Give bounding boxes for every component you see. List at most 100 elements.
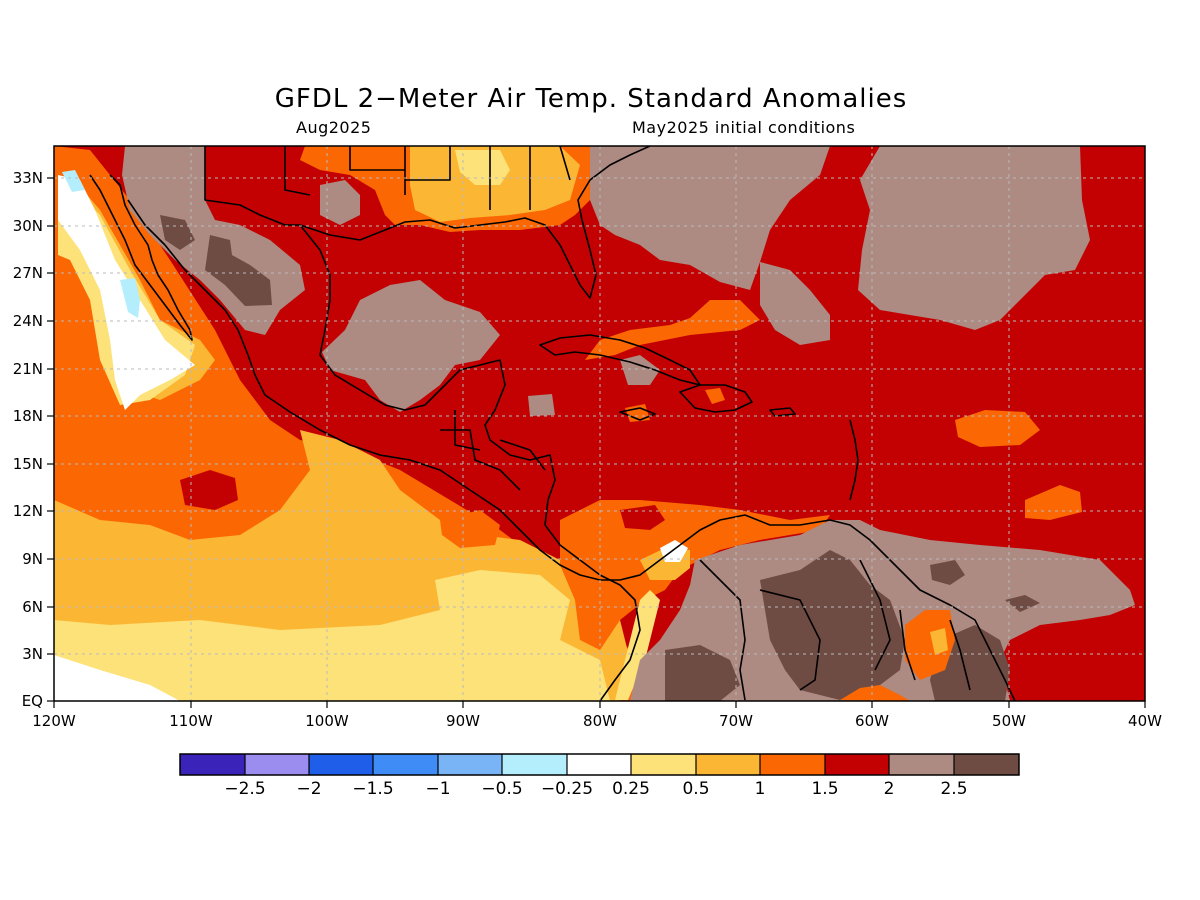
x-tick-label: 50W [992, 712, 1026, 730]
baja-coastline [89, 174, 193, 341]
caribbean-orange-patch [585, 300, 760, 360]
colorbar-frame [179, 753, 1020, 776]
colorbar-label: 0.25 [612, 779, 650, 799]
colombia-pacific-yellow-strip [615, 590, 660, 700]
colorbar-label: 0.5 [682, 779, 709, 799]
colorbar-swatch [954, 754, 1019, 775]
colorbar-labels: −2.5 −2 −1.5 −1 −0.5 −0.25 0.25 0.5 1 1.… [224, 779, 967, 799]
atlantic-high-anomaly-zone-2 [858, 146, 1090, 330]
colorbar-swatch [373, 754, 438, 775]
x-tick-labels: 120W 110W 100W 90W 80W 70W 60W 50W 40W [32, 712, 1162, 730]
x-tick-label: 80W [583, 712, 617, 730]
colorbar-label: 1 [755, 779, 766, 799]
puerto-rico-coastline [769, 407, 796, 417]
colorbar-label: −0.5 [481, 779, 522, 799]
colorbar-swatch [309, 754, 373, 775]
colorbar-dividers [244, 754, 955, 775]
x-tick-label: 100W [305, 712, 349, 730]
pacific-orange-blob [440, 510, 500, 548]
south-america-coastline [544, 514, 1016, 701]
hispaniola-orange-patch [705, 388, 725, 404]
y-tick-label: 3N [22, 645, 43, 663]
gulf-high-anomaly-zone [322, 280, 500, 412]
us-gulf-coastline [299, 146, 651, 299]
colorbar-swatch [180, 754, 245, 775]
y-tick-label: 18N [13, 407, 43, 425]
colombia-coast-red-patch [620, 505, 665, 530]
lesser-antilles-coastline [849, 419, 859, 501]
y-tick-labels: EQ 3N 6N 9N 12N 15N 18N 21N 24N 27N 30N … [13, 169, 43, 710]
guianas-orange-zone [905, 610, 955, 680]
baja-slight-negative-1 [120, 278, 140, 318]
colorbar-label: −1.5 [352, 779, 393, 799]
colorbar-label: −2 [296, 779, 321, 799]
colorbar-label: 2 [884, 779, 895, 799]
x-tick-label: 120W [32, 712, 76, 730]
us-southeast-pale-yellow-zone [455, 150, 510, 185]
y-tick-label: 24N [13, 312, 43, 330]
colorbar-label: −2.5 [224, 779, 265, 799]
y-tick-label: EQ [22, 692, 43, 710]
texas-high-anomaly-zone [320, 180, 360, 225]
colorbar-swatch [245, 754, 309, 775]
axis-ticks [47, 177, 1146, 708]
central-america-borders [440, 410, 546, 491]
mexico-pacific-coastline [127, 199, 681, 581]
mexico-gulf-coastline [299, 224, 556, 526]
equatorial-near-zero-zone [54, 655, 180, 701]
anomaly-field [54, 146, 1145, 701]
mexico-very-high-anomaly-zone [160, 215, 195, 250]
jamaica-orange-patch [625, 404, 650, 422]
colorbar-label: 2.5 [940, 779, 967, 799]
atlantic-orange-patch-1 [955, 410, 1040, 447]
gridlines [54, 146, 1145, 701]
colombia-coast-near-zero-patch [660, 540, 688, 562]
pacific-pale-yellow-zone [54, 570, 610, 701]
x-tick-label: 110W [169, 712, 213, 730]
x-tick-label: 40W [1128, 712, 1162, 730]
forecast-month: Aug2025 [296, 118, 372, 137]
x-tick-label: 60W [855, 712, 889, 730]
y-tick-label: 9N [22, 550, 43, 568]
colorbar-swatch [760, 754, 825, 775]
y-tick-label: 33N [13, 169, 43, 187]
amazon-orange-strip [840, 685, 910, 701]
hispaniola-coastline [679, 384, 753, 413]
mexico-us-border [204, 146, 311, 226]
colorbar-label: 1.5 [811, 779, 838, 799]
atlantic-high-anomaly-zone-1 [590, 146, 830, 290]
mexico-very-high-anomaly-zone-2 [205, 235, 272, 306]
colorbar-swatch [567, 754, 631, 775]
colorbar-swatch [631, 754, 696, 775]
y-tick-label: 21N [13, 360, 43, 378]
y-tick-label: 30N [13, 217, 43, 235]
jamaica-coastline [619, 407, 656, 421]
colorbar-swatch [889, 754, 954, 775]
colorbar: −2.5 −2 −1.5 −1 −0.5 −0.25 0.25 0.5 1 1.… [179, 753, 1020, 799]
south-america-very-high-anomaly-zone [760, 550, 905, 700]
south-america-very-high-anomaly-zone-4 [930, 560, 965, 585]
y-tick-label: 27N [13, 264, 43, 282]
south-america-very-high-anomaly-zone-5 [1005, 595, 1040, 612]
x-tick-label: 90W [446, 712, 480, 730]
y-tick-label: 6N [22, 598, 43, 616]
colombia-coast-orange-zone [560, 500, 830, 650]
atlantic-high-anomaly-zone-3 [760, 262, 830, 345]
colorbar-swatch [825, 754, 889, 775]
south-america-very-high-anomaly-zone-2 [665, 645, 740, 701]
colorbar-swatch [502, 754, 567, 775]
x-tick-label: 70W [719, 712, 753, 730]
south-america-borders [699, 559, 971, 701]
baja-slight-negative-2 [62, 170, 85, 192]
y-tick-label: 12N [13, 502, 43, 520]
colorbar-swatch [696, 754, 760, 775]
colorbar-swatch [438, 754, 502, 775]
map-title: GFDL 2−Meter Air Temp. Standard Anomalie… [274, 84, 908, 114]
pacific-red-blob [180, 470, 238, 510]
guianas-yellow-patch [930, 628, 948, 655]
colorbar-label: −0.25 [541, 779, 593, 799]
colorbar-label: −1 [425, 779, 450, 799]
atlantic-orange-patch-2 [1025, 485, 1082, 520]
coastlines [89, 146, 1016, 701]
